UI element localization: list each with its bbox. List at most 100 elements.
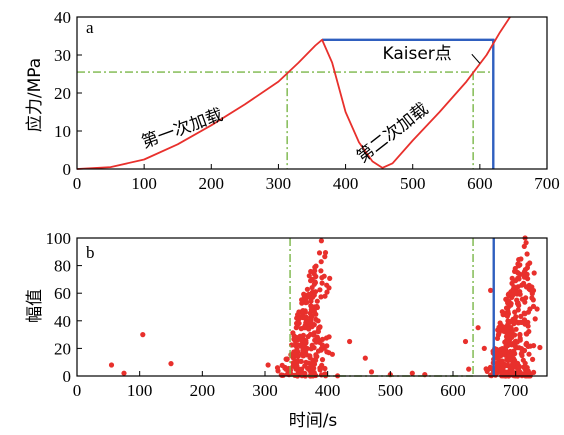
amplitude-point (108, 362, 115, 368)
kaiser-pointer (471, 53, 481, 64)
amplitude-point (318, 268, 324, 274)
amplitude-point (517, 331, 523, 338)
amplitude-point (516, 302, 522, 309)
x-tick-label: 300 (252, 381, 278, 400)
amplitude-point (302, 345, 308, 351)
amplitude-point (505, 311, 511, 317)
amplitude-point (302, 370, 308, 376)
amplitude-point (505, 291, 512, 297)
amplitude-point (308, 268, 314, 275)
amplitude-point (274, 365, 281, 371)
amplitude-point (509, 280, 515, 286)
amplitude-point (481, 345, 487, 351)
y-tick-label: 20 (54, 339, 71, 358)
amplitude-point (499, 346, 505, 352)
amplitude-point (522, 299, 528, 305)
amplitude-point (362, 355, 368, 361)
y-tick-label: 100 (46, 229, 72, 248)
amplitude-point (530, 297, 536, 303)
amplitude-point (308, 295, 314, 301)
amplitude-point (347, 338, 353, 345)
amplitude-point (524, 251, 530, 257)
time-x-axis-label: 时间/s (289, 411, 338, 431)
amplitude-point (322, 250, 329, 256)
amplitude-point (522, 360, 528, 366)
x-tick-label: 700 (503, 381, 529, 400)
amplitude-point (499, 309, 505, 315)
amplitude-point (515, 261, 521, 267)
amplitude-plot-frame (76, 237, 548, 377)
x-tick-label: 100 (127, 381, 153, 400)
amplitude-point (324, 289, 330, 295)
amplitude-point (475, 325, 481, 331)
amplitude-point (313, 273, 319, 280)
amplitude-point (524, 331, 530, 337)
amplitude-point (527, 260, 533, 266)
amplitude-point (525, 323, 531, 329)
amplitude-point (329, 351, 335, 357)
amplitude-point (522, 267, 529, 273)
y-tick-label: 30 (54, 46, 71, 65)
amplitude-point (306, 273, 312, 279)
amplitude-point (519, 349, 525, 356)
amplitude-point (322, 365, 328, 372)
amplitude-point (498, 322, 504, 329)
amplitude-point (529, 291, 535, 297)
amplitude-point (507, 357, 513, 363)
amplitude-point (515, 269, 521, 276)
x-tick-label: 600 (467, 174, 493, 193)
amplitude-point (537, 344, 543, 351)
amplitude-point (319, 357, 326, 363)
x-tick-label: 300 (266, 174, 292, 193)
annotation-label: Kaiser点 (383, 44, 452, 64)
amplitude-point (318, 294, 324, 300)
amplitude-point (488, 287, 494, 293)
amplitude-point (525, 276, 531, 282)
x-tick-label: 500 (378, 381, 404, 400)
stress-line (76, 16, 511, 170)
amplitude-point (305, 365, 311, 371)
amplitude-point (324, 343, 330, 349)
amplitude-point (494, 360, 500, 366)
amplitude-point (317, 365, 323, 371)
amplitude-point (293, 325, 299, 331)
y-tick-label: 0 (63, 367, 72, 386)
panel-label-a: a (86, 18, 94, 37)
amplitude-point (526, 282, 532, 288)
amplitude-point (503, 369, 509, 376)
amplitude-point (516, 257, 522, 263)
amplitude-point (303, 359, 309, 365)
amplitude-point (517, 289, 523, 295)
amplitude-point (318, 238, 324, 244)
amplitude-point (521, 281, 527, 287)
amplitude-point (316, 250, 323, 256)
amplitude-point (309, 361, 315, 367)
amplitude-point (305, 333, 311, 340)
amplitude-point (512, 344, 519, 350)
annotation-label: 第一次加载 (139, 105, 226, 153)
amplitude-point (518, 346, 525, 352)
y-tick-label: 40 (54, 312, 71, 331)
amplitude-point (511, 351, 517, 357)
amplitude-point (531, 270, 537, 276)
amplitude-point (501, 328, 507, 334)
amplitude-point (525, 368, 531, 374)
amplitude-point (322, 371, 328, 377)
amplitude-point (518, 313, 524, 319)
amplitude-point (323, 335, 330, 341)
amplitude-point (309, 313, 315, 319)
y-tick-label: 60 (54, 284, 71, 303)
amplitude-y-axis-label: 幅值 (25, 289, 45, 323)
panel-label-b: b (86, 243, 95, 262)
amplitude-series (108, 235, 543, 379)
amplitude-point (521, 317, 528, 323)
amplitude-point (299, 300, 305, 306)
amplitude-point (517, 369, 523, 375)
amplitude-point (530, 303, 537, 309)
amplitude-point (511, 321, 517, 327)
amplitude-point (466, 366, 472, 372)
stress-guides (77, 38, 495, 169)
amplitude-point (506, 299, 512, 305)
amplitude-point (515, 307, 521, 313)
stress-y-ticks: 0 10 20 30 40 (54, 8, 82, 179)
